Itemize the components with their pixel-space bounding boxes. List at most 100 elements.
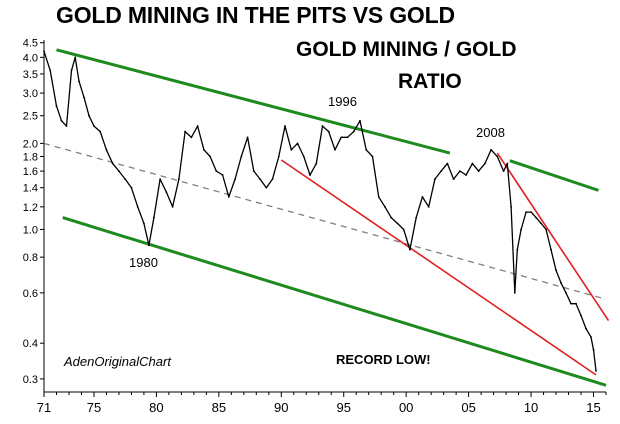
ratio-data-point xyxy=(202,148,205,151)
annotation-2008: 2008 xyxy=(476,125,505,140)
ratio-data-point xyxy=(516,248,519,251)
ratio-data-point xyxy=(234,178,236,181)
ratio-data-point xyxy=(259,178,261,181)
x-tick-label: 95 xyxy=(336,400,350,415)
ratio-data-point xyxy=(153,216,155,219)
x-tick-label: 05 xyxy=(461,400,475,415)
ratio-data-point xyxy=(74,56,77,59)
x-tick-label: 15 xyxy=(586,400,600,415)
ratio-data-point xyxy=(545,228,547,231)
x-tick-label: 00 xyxy=(399,400,413,415)
ratio-data-point xyxy=(309,174,311,176)
ratio-data-point xyxy=(390,216,393,219)
ratio-data-point xyxy=(227,195,230,198)
ratio-data-point xyxy=(321,125,324,127)
ratio-data-point xyxy=(284,125,286,127)
ratio-data-point xyxy=(177,178,180,181)
ratio-data-point xyxy=(592,348,595,351)
ratio-series-line xyxy=(43,51,597,371)
chart-title: GOLD MINING IN THE PITS VS GOLD xyxy=(56,2,455,28)
ratio-data-point xyxy=(575,302,577,305)
ratio-data-point xyxy=(496,155,499,158)
x-tick-label: 10 xyxy=(524,400,538,415)
y-tick-label: 4.5 xyxy=(23,38,38,50)
ratio-data-point xyxy=(246,136,249,139)
ratio-data-point xyxy=(271,178,274,181)
y-tick-label: 0.3 xyxy=(23,374,38,386)
x-tick-label: 90 xyxy=(274,400,288,415)
ratio-data-point xyxy=(525,211,527,214)
y-tick-label: 2.5 xyxy=(23,111,38,123)
y-tick-label: 2.0 xyxy=(23,138,38,150)
upper-channel-2-line xyxy=(509,159,599,192)
chart-subtitle-line1: GOLD MINING / GOLD xyxy=(296,38,517,61)
ratio-data-point xyxy=(148,244,150,247)
ratio-data-point xyxy=(427,205,430,208)
upper-channel-1-line xyxy=(56,48,451,155)
ratio-data-point xyxy=(421,195,424,198)
x-tick-label: 75 xyxy=(87,400,101,415)
ratio-data-point xyxy=(402,228,405,231)
trend-mid-line xyxy=(43,142,607,300)
ratio-data-point xyxy=(510,205,512,208)
ratio-data-point xyxy=(65,125,68,127)
ratio-data-point xyxy=(560,282,562,284)
ratio-data-point xyxy=(209,155,212,158)
ratio-data-point xyxy=(111,162,114,165)
ratio-data-point xyxy=(565,291,567,294)
ratio-data-point xyxy=(118,170,120,173)
ratio-data-point xyxy=(277,155,280,158)
chart-credit: AdenOriginalChart xyxy=(64,354,171,369)
ratio-data-point xyxy=(196,125,199,127)
axes: 0.3 0.4 0.6 0.8 1.0 1.2 1.4 1.6 1.82.0 2.5 3.0 3.5 4… xyxy=(23,38,607,415)
ratio-data-point xyxy=(595,370,597,372)
ratio-data-point xyxy=(409,248,411,251)
ratio-data-point xyxy=(296,142,299,145)
ratio-data-point xyxy=(334,148,336,151)
lower-channel-line xyxy=(62,216,607,387)
ratio-data-point xyxy=(93,125,95,127)
ratio-data-point xyxy=(171,205,174,208)
ratio-data-point xyxy=(458,170,461,173)
ratio-data-point xyxy=(78,80,80,83)
ratio-data-point xyxy=(371,155,374,158)
ratio-data-point xyxy=(49,69,52,72)
ratio-data-point xyxy=(70,69,73,72)
x-tick-label: 71 xyxy=(37,400,51,415)
ratio-data-point xyxy=(130,186,133,189)
ratio-data-point xyxy=(384,205,386,208)
x-tick-label: 80 xyxy=(149,400,163,415)
ratio-data-point xyxy=(315,162,318,165)
ratio-data-point xyxy=(415,216,418,219)
ratio-data-point xyxy=(359,119,361,122)
ratio-data-point xyxy=(159,178,162,181)
ratio-data-point xyxy=(590,336,592,339)
ratio-data-point xyxy=(530,211,532,214)
ratio-data-point xyxy=(396,222,399,225)
y-tick-label: 4.0 xyxy=(23,52,38,64)
ratio-data-point xyxy=(265,186,268,189)
ratio-data-point xyxy=(215,170,218,173)
ratio-data-point xyxy=(327,130,330,133)
ratio-data-point xyxy=(346,136,349,139)
ratio-data-point xyxy=(290,148,293,151)
ratio-data-point xyxy=(502,170,505,173)
ratio-data-point xyxy=(452,178,455,181)
y-tick-label: 1.4 xyxy=(23,183,38,195)
y-tick-label: 0.6 xyxy=(23,288,38,300)
ratio-data-point xyxy=(585,327,587,330)
ratio-data-point xyxy=(99,130,102,133)
x-tick-label: 85 xyxy=(212,400,226,415)
chart-subtitle-line2: RATIO xyxy=(398,70,462,93)
ratio-data-point xyxy=(490,148,493,151)
y-tick-label: 1.0 xyxy=(23,224,38,236)
ratio-data-point xyxy=(252,170,255,173)
resistance-2008-line xyxy=(496,152,610,322)
annotation-1996: 1996 xyxy=(328,94,357,109)
ratio-data-point xyxy=(83,96,85,99)
y-tick-label: 0.8 xyxy=(23,252,38,264)
ratio-data-point xyxy=(506,162,509,165)
ratio-data-point xyxy=(190,136,193,139)
ratio-data-point xyxy=(434,178,436,181)
